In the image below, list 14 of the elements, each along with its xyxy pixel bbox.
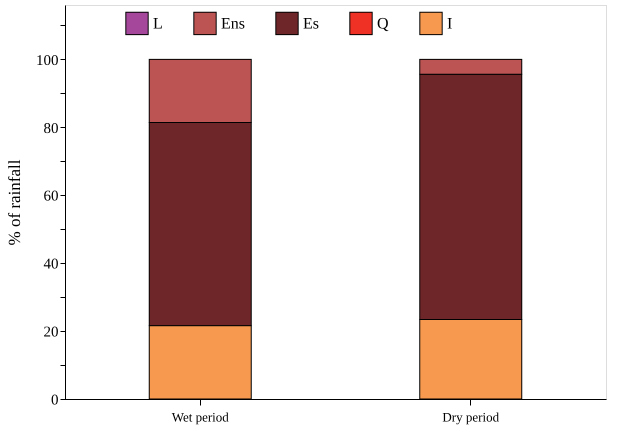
- y-tick-label: 60: [44, 188, 58, 205]
- x-tick-label: Dry period: [442, 410, 500, 424]
- y-tick-label: 80: [44, 120, 58, 137]
- legend-label: Es: [303, 15, 319, 32]
- legend-label: Q: [377, 15, 389, 32]
- x-tick-label: Wet period: [172, 410, 230, 424]
- y-tick-label: 100: [36, 52, 58, 69]
- y-axis-title: % of rainfall: [5, 159, 24, 246]
- y-tick-label: 0: [51, 392, 58, 408]
- y-tick-label: 20: [44, 324, 58, 341]
- legend-label: L: [153, 15, 163, 32]
- legend-label: I: [447, 15, 452, 32]
- legend-label: Ens: [221, 15, 245, 32]
- y-tick-label: 40: [44, 256, 58, 273]
